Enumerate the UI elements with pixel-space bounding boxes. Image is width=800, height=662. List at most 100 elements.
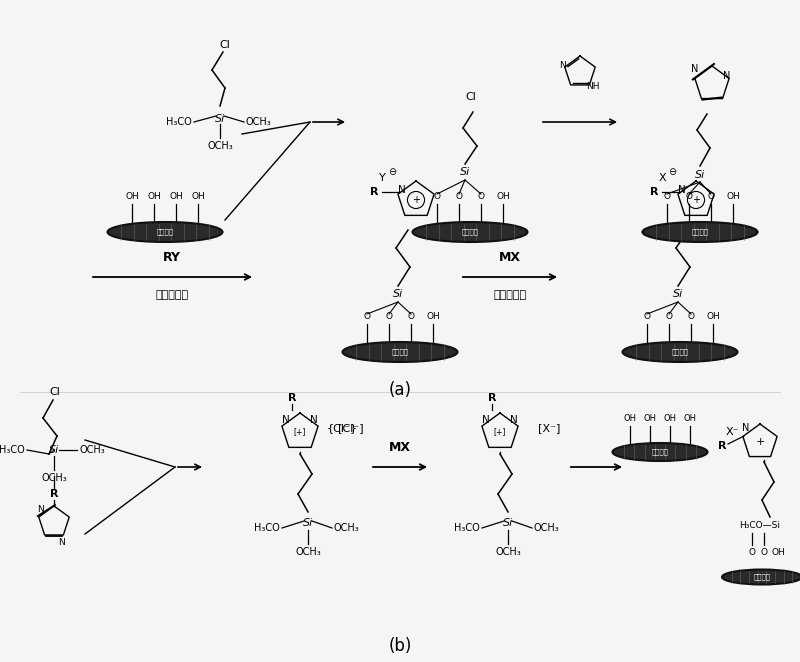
Text: O: O	[663, 192, 670, 201]
Text: R: R	[370, 187, 378, 197]
Ellipse shape	[613, 443, 707, 461]
Text: OH: OH	[191, 192, 205, 201]
Text: OCH₃: OCH₃	[246, 117, 272, 127]
Text: [+]: [+]	[494, 428, 506, 436]
Text: R: R	[650, 187, 658, 197]
Text: Si: Si	[393, 289, 403, 299]
Text: N: N	[559, 60, 566, 70]
Text: 介孔载体: 介孔载体	[651, 449, 669, 455]
Text: OH: OH	[771, 548, 785, 557]
Text: O: O	[363, 312, 370, 321]
Text: 阴离子交换: 阴离子交换	[494, 290, 526, 300]
Text: OH: OH	[426, 312, 440, 321]
Ellipse shape	[413, 222, 527, 242]
Ellipse shape	[622, 342, 738, 362]
Text: O: O	[478, 192, 485, 201]
Text: O: O	[407, 312, 414, 321]
Text: Cl: Cl	[466, 92, 477, 102]
Text: N: N	[723, 71, 731, 81]
Ellipse shape	[722, 569, 800, 585]
Text: O: O	[707, 192, 714, 201]
Text: OCH₃: OCH₃	[495, 547, 521, 557]
Text: H₃CO: H₃CO	[0, 445, 25, 455]
Text: N: N	[38, 505, 44, 514]
Text: Si: Si	[49, 445, 59, 455]
Text: X: X	[658, 173, 666, 183]
Text: OCH₃: OCH₃	[41, 473, 67, 483]
Text: H₃CO—Si: H₃CO—Si	[739, 521, 781, 530]
Text: N: N	[482, 415, 490, 425]
Text: Si: Si	[215, 114, 225, 124]
Text: 介孔载体: 介孔载体	[691, 228, 709, 235]
Text: R: R	[288, 393, 296, 403]
Text: N: N	[678, 185, 686, 195]
Text: N: N	[282, 415, 290, 425]
Text: O: O	[686, 192, 693, 201]
Text: N: N	[398, 185, 406, 195]
Text: OH: OH	[169, 192, 183, 201]
Text: 介孔载体: 介孔载体	[671, 349, 689, 355]
Text: 烷基化反应: 烷基化反应	[155, 290, 189, 300]
Text: ⊖: ⊖	[668, 167, 676, 177]
Text: OCH₃: OCH₃	[534, 523, 560, 533]
Text: R: R	[50, 489, 58, 499]
Text: [Cl⁻]: [Cl⁻]	[338, 423, 364, 433]
Text: (a): (a)	[389, 381, 411, 399]
Text: OH: OH	[726, 192, 740, 201]
Text: 介孔载体: 介孔载体	[754, 574, 770, 581]
Text: OCH₃: OCH₃	[207, 141, 233, 151]
Text: [+]: [+]	[294, 428, 306, 436]
Text: RY: RY	[163, 251, 181, 264]
Text: O: O	[455, 192, 462, 201]
Text: OH: OH	[643, 414, 657, 423]
Text: OH: OH	[147, 192, 161, 201]
Text: OH: OH	[623, 414, 637, 423]
Text: H₃CO: H₃CO	[254, 523, 280, 533]
Text: Si: Si	[460, 167, 470, 177]
Ellipse shape	[107, 222, 222, 242]
Text: O: O	[666, 312, 673, 321]
Text: N: N	[691, 64, 698, 74]
Ellipse shape	[342, 342, 458, 362]
Text: O: O	[643, 312, 650, 321]
Text: 介孔载体: 介孔载体	[391, 349, 409, 355]
Text: [X⁻]: [X⁻]	[538, 423, 560, 433]
Text: H₃CO: H₃CO	[166, 117, 192, 127]
Text: N: N	[58, 538, 65, 547]
Text: OCH₃: OCH₃	[334, 523, 360, 533]
Text: N: N	[310, 415, 318, 425]
Text: ⊖: ⊖	[388, 167, 396, 177]
Text: +: +	[692, 195, 700, 205]
Text: 介孔载体: 介孔载体	[462, 228, 478, 235]
Text: H₃CO: H₃CO	[454, 523, 480, 533]
Text: {Cl⁻}: {Cl⁻}	[326, 423, 358, 433]
Ellipse shape	[642, 222, 758, 242]
Text: OH: OH	[496, 192, 510, 201]
Text: OH: OH	[663, 414, 677, 423]
Text: 介孔载体: 介孔载体	[157, 228, 174, 235]
Text: Si: Si	[673, 289, 683, 299]
Text: OCH₃: OCH₃	[79, 445, 105, 455]
Text: OH: OH	[683, 414, 697, 423]
Text: O: O	[749, 548, 755, 557]
Text: OH: OH	[706, 312, 720, 321]
Text: MX: MX	[499, 251, 521, 264]
Text: R: R	[718, 441, 726, 451]
Text: Si: Si	[303, 518, 313, 528]
Text: OCH₃: OCH₃	[295, 547, 321, 557]
Text: Y: Y	[378, 173, 386, 183]
Text: Si: Si	[695, 170, 705, 180]
Text: Cl: Cl	[219, 40, 230, 50]
Text: N: N	[742, 423, 750, 433]
Text: (b): (b)	[388, 637, 412, 655]
Text: R: R	[488, 393, 496, 403]
Text: Cl: Cl	[50, 387, 61, 397]
Text: MX: MX	[389, 441, 411, 454]
Text: O: O	[761, 548, 767, 557]
Text: O: O	[687, 312, 694, 321]
Text: NH: NH	[586, 83, 599, 91]
Text: OH: OH	[125, 192, 139, 201]
Text: O: O	[386, 312, 393, 321]
Text: +: +	[412, 195, 420, 205]
Text: X⁻: X⁻	[726, 427, 738, 437]
